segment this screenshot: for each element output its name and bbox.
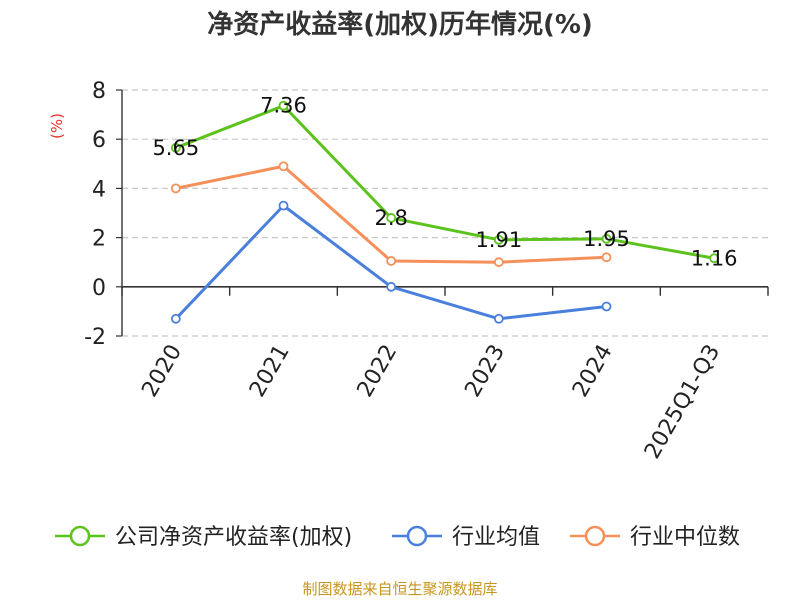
series-2-point-0 (170, 183, 181, 194)
series-2-point-1 (278, 161, 289, 172)
legend-marker-0 (69, 525, 91, 547)
series-0-point-2 (386, 213, 397, 223)
x-tick-label-1: 2021 (245, 341, 295, 402)
x-tick-label-2: 2022 (353, 341, 403, 402)
series-1-point-1 (278, 200, 289, 211)
series-2-point-2 (386, 256, 397, 266)
legend-item-0: 公司净资产收益率(加权) (55, 525, 352, 550)
series-0-point-1 (278, 100, 289, 111)
legend-label-1: 行业均值 (452, 525, 540, 550)
data-label-4: 1.95 (583, 227, 630, 251)
chart-title: 净资产收益率(加权)历年情况(%) (207, 9, 593, 40)
series-line-0 (175, 104, 715, 260)
data-label-5: 1.16 (691, 246, 738, 270)
series-1-point-3 (493, 313, 504, 324)
legend: 公司净资产收益率(加权) 行业均值 行业中位数 (55, 525, 740, 550)
series-1-point-4 (601, 301, 612, 312)
y-tick-label-4: 6 (92, 128, 106, 153)
source-note: 制图数据来自恒生聚源数据库 (302, 580, 497, 598)
series-0-point-4 (601, 233, 612, 244)
y-tick-label-5: 8 (92, 79, 106, 104)
y-tick-label-0: -2 (84, 325, 106, 350)
series-1-point-2 (386, 281, 397, 292)
data-label-1: 7.36 (260, 94, 307, 118)
y-tick-label-1: 0 (92, 276, 106, 301)
x-tick-label-4: 2024 (568, 341, 618, 402)
x-tick-label-0: 2020 (137, 341, 187, 402)
x-tick-label-3: 2023 (460, 341, 510, 402)
data-labels: 5.65 7.36 2.8 1.91 1.95 1.16 (152, 94, 737, 271)
y-tick-label-2: 2 (92, 227, 106, 252)
series-1-point-0 (170, 313, 181, 324)
legend-item-1: 行业均值 (392, 525, 540, 550)
data-label-3: 1.91 (475, 228, 522, 252)
series-2-point-3 (493, 257, 504, 268)
legend-label-0: 公司净资产收益率(加权) (115, 525, 352, 550)
series-2-point-4 (601, 252, 612, 263)
legend-marker-2 (584, 525, 606, 547)
data-label-0: 5.65 (152, 136, 199, 160)
y-tick-label-3: 4 (92, 177, 106, 202)
series-0-point-3 (493, 234, 504, 245)
legend-item-2: 行业中位数 (570, 525, 740, 550)
series-0-point-0 (170, 142, 181, 153)
x-tick-label-5: 2025Q1-Q3 (640, 341, 725, 464)
y-axis-label: (%) (48, 113, 66, 139)
legend-marker-1 (406, 525, 428, 547)
series-0-point-5 (709, 253, 720, 264)
series-lines (170, 100, 720, 324)
data-label-2: 2.8 (374, 206, 407, 230)
legend-label-2: 行业中位数 (630, 525, 740, 550)
gridlines (122, 89, 768, 337)
